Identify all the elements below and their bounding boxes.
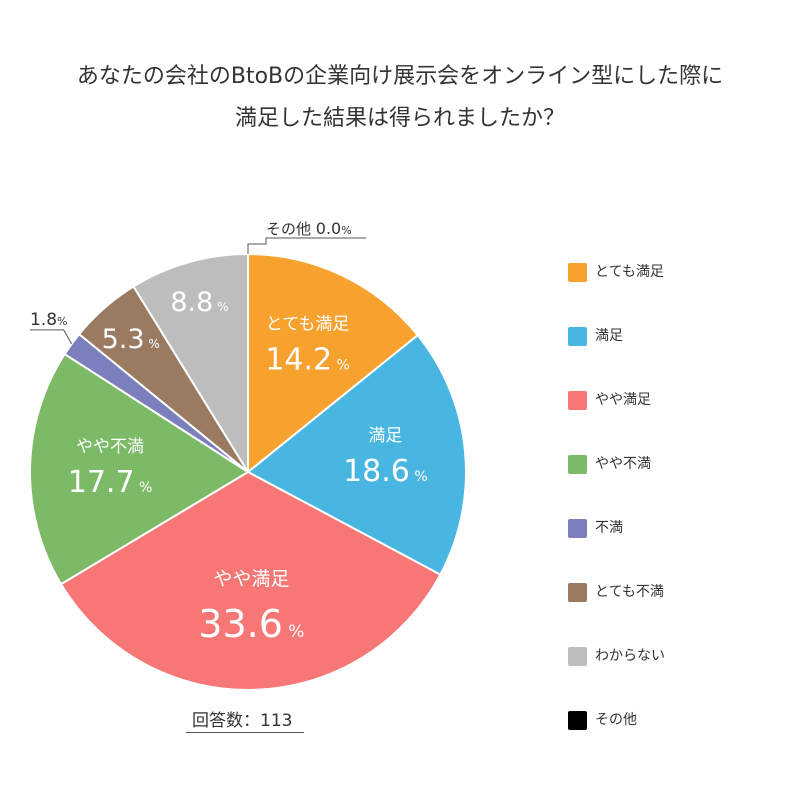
legend-label-1: 満足 — [595, 328, 623, 344]
legend-item-4: 不満 — [568, 496, 665, 560]
legend-swatch-5 — [568, 582, 587, 602]
slice-value-label-1: 18.6 % — [343, 454, 428, 489]
pie-slice-2 — [60, 471, 442, 691]
slice-name-label-3: やや不満 — [76, 437, 144, 457]
legend-item-2: やや満足 — [568, 368, 665, 432]
slice-value-label-6: 8.8 % — [170, 287, 228, 318]
slice-value-label-2: 33.6 % — [198, 602, 304, 646]
chart-title: あなたの会社のBtoBの企業向け展示会をオンライン型にした際に 満足した結果は得… — [0, 56, 800, 140]
respondent-count: 回答数：113 — [192, 711, 293, 731]
chart-title-line-2: 満足した結果は得られましたか？ — [234, 106, 565, 131]
pie-slice-0 — [247, 253, 419, 473]
slice-value-label-0: 14.2 % — [265, 343, 350, 378]
legend-swatch-6 — [568, 646, 587, 666]
legend-swatch-4 — [568, 518, 587, 538]
slice-name-label-2: やや満足 — [213, 568, 289, 590]
chart-title-line-1: あなたの会社のBtoBの企業向け展示会をオンライン型にした際に — [76, 64, 724, 89]
leader-line-7 — [247, 237, 366, 254]
legend-item-0: とても満足 — [568, 240, 665, 304]
pie-slice-3 — [29, 353, 249, 586]
legend-swatch-3 — [568, 454, 587, 474]
legend-item-6: わからない — [568, 624, 665, 688]
legend-label-5: とても不満 — [595, 584, 664, 600]
legend-item-7: その他 — [568, 688, 665, 752]
legend-label-2: やや満足 — [595, 392, 651, 408]
legend-label-0: とても満足 — [595, 264, 664, 280]
legend-label-4: 不満 — [595, 520, 623, 536]
legend-label-3: やや不満 — [595, 456, 651, 472]
legend-item-5: とても不満 — [568, 560, 665, 624]
legend-item-1: 満足 — [568, 304, 665, 368]
legend-swatch-0 — [568, 262, 587, 282]
slice-value-label-5: 5.3 % — [102, 324, 160, 355]
slice-value-label-7: その他 0.0% — [266, 219, 352, 238]
pie-slice-6 — [132, 253, 249, 473]
leader-line-4 — [30, 329, 73, 345]
pie-slice-1 — [247, 334, 467, 576]
slice-value-label-3: 17.7 % — [68, 465, 153, 500]
legend-swatch-1 — [568, 326, 587, 346]
slice-name-label-1: 満足 — [368, 426, 402, 446]
slice-value-label-4: 1.8% — [30, 310, 68, 330]
legend-item-3: やや不満 — [568, 432, 665, 496]
legend-label-6: わからない — [595, 648, 665, 664]
slice-name-label-0: とても満足 — [266, 315, 350, 335]
legend: とても満足満足やや満足やや不満不満とても不満わからないその他 — [568, 240, 665, 752]
respondent-count-underline — [186, 732, 304, 733]
legend-swatch-2 — [568, 390, 587, 410]
legend-swatch-7 — [568, 710, 587, 730]
legend-label-7: その他 — [595, 712, 637, 728]
